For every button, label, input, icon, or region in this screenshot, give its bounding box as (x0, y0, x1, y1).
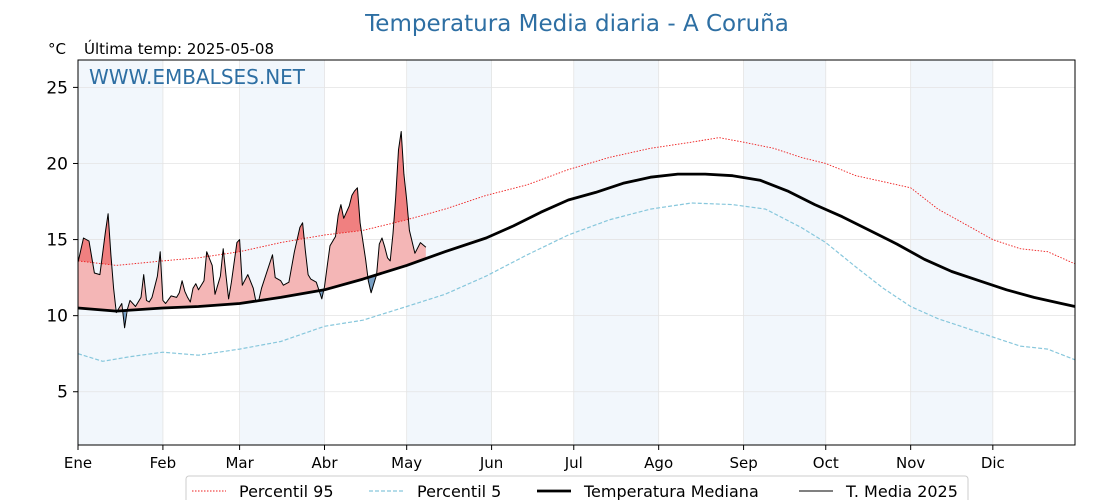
ytick-label-10: 10 (46, 307, 68, 327)
fill-above-median-0 (78, 261, 115, 311)
fill-above-median-6 (258, 238, 320, 301)
fill-above-median-4 (127, 251, 255, 311)
xtick-label-sep: Sep (729, 454, 757, 472)
fill-above-p95-10 (376, 131, 426, 228)
month-shading (78, 60, 993, 445)
x-axis-ticks: Ene Feb Mar Abr May Jun Jul Ago Sep Oct Nov Dic (64, 445, 1005, 472)
legend-box (185, 475, 969, 500)
series-lines (77, 131, 1076, 362)
plot-frame (77, 59, 1076, 446)
month-shade-10 (910, 60, 993, 445)
month-shade-6 (573, 60, 659, 445)
xtick-label-ago: Ago (644, 454, 673, 472)
month-shade-8 (743, 60, 826, 445)
legend: Percentil 95 Percentil 5 Temperatura Med… (185, 475, 969, 500)
legend-label-median: Temperatura Mediana (583, 482, 759, 500)
y-axis-ticks: 5 10 15 20 25 (46, 78, 78, 403)
unit-label: °C (48, 40, 66, 58)
xtick-label-ene: Ene (64, 454, 92, 472)
legend-label-p95: Percentil 95 (239, 482, 334, 500)
series-median-line (77, 172, 1076, 313)
month-shade-2 (239, 60, 325, 445)
xtick-label-oct: Oct (813, 454, 839, 472)
legend-label-2025: T. Media 2025 (845, 482, 958, 500)
ytick-label-5: 5 (57, 383, 68, 403)
chart-title: Temperatura Media diaria - A Coruña (364, 11, 789, 37)
fill-above-median-10 (376, 219, 426, 275)
last-temp-label: Última temp: 2025-05-08 (84, 39, 274, 58)
fill-above-p95-8 (324, 187, 367, 235)
ytick-label-25: 25 (46, 78, 68, 98)
ytick-label-20: 20 (46, 154, 68, 174)
xtick-label-abr: Abr (312, 454, 339, 472)
series-2025-line (77, 131, 427, 329)
legend-label-p5: Percentil 5 (417, 482, 501, 500)
xtick-label-jun: Jun (479, 454, 503, 472)
fill-below-median-9 (368, 275, 376, 293)
xtick-label-feb: Feb (150, 454, 177, 472)
fill-above-median-8 (324, 230, 367, 290)
xtick-label-may: May (391, 454, 422, 472)
month-shade-0 (78, 60, 163, 445)
ytick-label-15: 15 (46, 231, 68, 251)
xtick-label-jul: Jul (564, 454, 583, 472)
series-p95-line (77, 137, 1076, 266)
fill-above-p95-0 (78, 213, 115, 266)
anomaly-fills (78, 131, 426, 328)
xtick-label-dic: Dic (981, 454, 1005, 472)
watermark: WWW.EMBALSES.NET (89, 65, 306, 89)
xtick-label-mar: Mar (225, 454, 254, 472)
fill-below-median-3 (123, 310, 126, 328)
series-p5-line (77, 202, 1076, 362)
xtick-label-nov: Nov (896, 454, 925, 472)
